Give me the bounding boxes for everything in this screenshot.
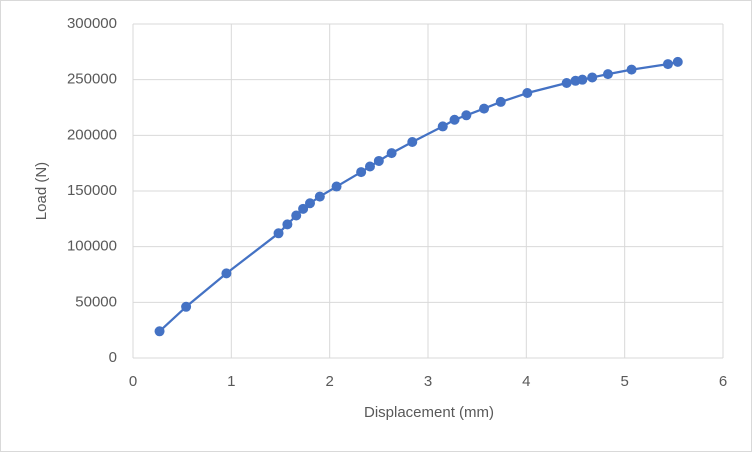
x-tick-label: 1 — [227, 373, 235, 390]
data-point — [298, 203, 309, 214]
data-point — [437, 121, 448, 132]
data-point — [449, 114, 460, 125]
y-tick-label: 200000 — [67, 126, 117, 143]
y-tick-label: 0 — [109, 349, 117, 366]
data-point — [522, 88, 533, 99]
x-axis-label: Displacement (mm) — [364, 404, 494, 421]
y-tick-label: 250000 — [67, 71, 117, 88]
data-point — [273, 228, 284, 239]
data-point — [181, 301, 192, 312]
data-point — [626, 64, 637, 75]
y-tick-label: 150000 — [67, 182, 117, 199]
x-tick-label: 4 — [522, 373, 530, 390]
x-tick-label: 0 — [129, 373, 137, 390]
data-point — [577, 74, 588, 85]
data-point — [364, 161, 375, 172]
x-tick-label: 5 — [620, 373, 628, 390]
data-point — [662, 59, 673, 70]
y-tick-label: 100000 — [67, 238, 117, 255]
data-point — [479, 103, 490, 114]
x-tick-label: 6 — [719, 373, 727, 390]
data-point — [495, 96, 506, 107]
data-point — [386, 148, 397, 159]
data-point — [407, 137, 418, 148]
data-point — [461, 110, 472, 121]
data-point — [305, 198, 315, 209]
y-tick-label: 50000 — [75, 293, 117, 310]
y-tick-label: 300000 — [67, 15, 117, 32]
data-point — [587, 72, 598, 83]
y-axis-label: Load (N) — [33, 162, 50, 220]
x-tick-label: 3 — [424, 373, 432, 390]
data-point — [602, 69, 613, 80]
data-point — [221, 268, 232, 279]
data-point — [314, 191, 325, 202]
data-point — [154, 326, 165, 337]
data-point — [291, 210, 302, 221]
data-point — [282, 219, 293, 230]
data-point — [672, 56, 683, 67]
x-tick-label: 2 — [325, 373, 333, 390]
data-point — [356, 167, 367, 178]
data-point — [331, 181, 342, 192]
data-point — [561, 78, 572, 89]
data-point — [373, 155, 384, 166]
